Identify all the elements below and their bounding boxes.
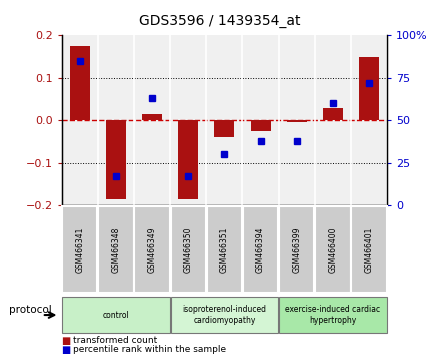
- Bar: [251, 120, 271, 131]
- Text: GSM466350: GSM466350: [184, 226, 193, 273]
- Text: GSM466399: GSM466399: [292, 226, 301, 273]
- Text: GSM466400: GSM466400: [328, 226, 337, 273]
- Text: GSM466341: GSM466341: [75, 226, 84, 273]
- Text: isoproterenol-induced
cardiomyopathy: isoproterenol-induced cardiomyopathy: [183, 306, 266, 325]
- Text: protocol: protocol: [9, 305, 51, 315]
- Bar: [142, 114, 162, 120]
- Text: GSM466349: GSM466349: [147, 226, 157, 273]
- Text: exercise-induced cardiac
hypertrophy: exercise-induced cardiac hypertrophy: [286, 306, 381, 325]
- Bar: [287, 120, 307, 122]
- Text: transformed count: transformed count: [73, 336, 157, 345]
- Text: GDS3596 / 1439354_at: GDS3596 / 1439354_at: [139, 14, 301, 28]
- Bar: [70, 46, 90, 120]
- Bar: [323, 108, 343, 120]
- Text: GSM466351: GSM466351: [220, 226, 229, 273]
- Bar: [178, 120, 198, 199]
- Text: control: control: [103, 310, 129, 320]
- Text: GSM466394: GSM466394: [256, 226, 265, 273]
- Bar: [214, 120, 235, 137]
- Bar: [106, 120, 126, 199]
- Text: GSM466348: GSM466348: [111, 226, 121, 273]
- Text: ■: ■: [62, 336, 71, 346]
- Text: percentile rank within the sample: percentile rank within the sample: [73, 345, 226, 354]
- Text: GSM466401: GSM466401: [365, 226, 374, 273]
- Bar: [359, 57, 379, 120]
- Text: ■: ■: [62, 345, 71, 354]
